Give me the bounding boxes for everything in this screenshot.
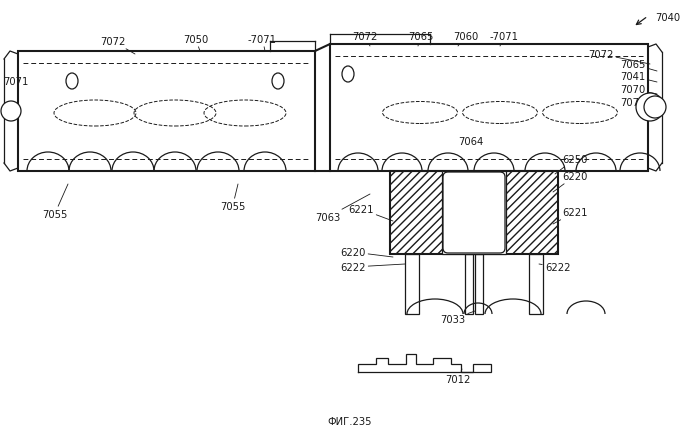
Text: 7072: 7072 [588, 50, 650, 65]
Bar [529, 255, 543, 314]
Text: 7033: 7033 [440, 311, 475, 324]
Text: 7071: 7071 [620, 98, 657, 108]
Ellipse shape [342, 67, 354, 83]
Text: 7012: 7012 [445, 369, 470, 384]
Text: 7055: 7055 [220, 184, 245, 212]
Bar [465, 255, 473, 314]
Bar [330, 45, 648, 172]
Bar [390, 172, 558, 255]
Text: -7071: -7071 [248, 35, 277, 52]
Text: 6220: 6220 [553, 172, 587, 193]
Text: ФИГ.235: ФИГ.235 [328, 416, 373, 426]
Circle shape [644, 97, 666, 119]
Text: 7060: 7060 [453, 32, 478, 47]
Text: 7064: 7064 [458, 137, 483, 147]
Bar [18, 52, 315, 172]
Text: -7071: -7071 [490, 32, 519, 47]
Text: 7065: 7065 [620, 60, 657, 72]
Text: 7050: 7050 [183, 35, 208, 52]
Text: 7072: 7072 [352, 32, 377, 47]
Bar [405, 255, 419, 314]
Text: 6221: 6221 [348, 205, 393, 221]
Bar [442, 172, 506, 255]
Text: 6250: 6250 [555, 155, 587, 175]
Text: 7040: 7040 [655, 13, 680, 23]
Text: 7072: 7072 [100, 37, 135, 55]
Text: 7071: 7071 [3, 77, 29, 87]
Text: 6221: 6221 [553, 208, 587, 224]
Text: 6222: 6222 [340, 262, 405, 272]
Circle shape [636, 94, 664, 122]
Bar [442, 172, 506, 255]
Text: 6222: 6222 [539, 262, 570, 272]
Text: 7055: 7055 [42, 184, 68, 219]
Text: 6220: 6220 [340, 247, 393, 258]
Bar [475, 255, 483, 314]
FancyBboxPatch shape [443, 172, 505, 253]
Text: 7070: 7070 [620, 85, 657, 95]
Text: 7041: 7041 [620, 72, 657, 83]
Ellipse shape [66, 74, 78, 90]
Bar [390, 172, 558, 255]
Text: 7063: 7063 [315, 194, 370, 222]
Ellipse shape [272, 74, 284, 90]
Circle shape [1, 102, 21, 122]
Text: 7065: 7065 [408, 32, 433, 47]
